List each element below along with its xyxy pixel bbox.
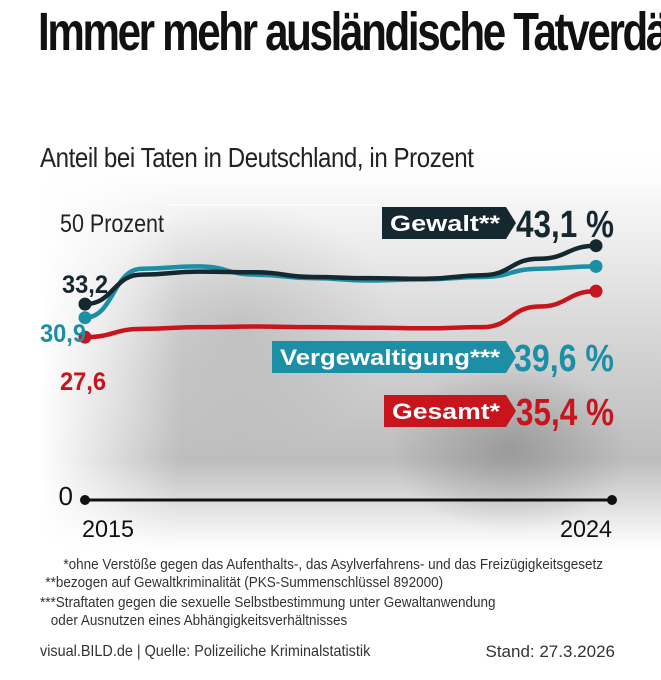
y-tick-label-50: 50 Prozent bbox=[60, 210, 164, 238]
end-value-vergewaltigung: 39,6 % bbox=[514, 338, 614, 380]
footnote-gesamt: *ohne Verstöße gegen das Aufenthalts-, d… bbox=[63, 556, 603, 573]
series-start-dot-vergewaltigung bbox=[78, 311, 92, 325]
legend-label-gesamt: Gesamt* bbox=[392, 399, 501, 424]
background-photo bbox=[40, 148, 661, 548]
x-axis-start-dot bbox=[80, 495, 90, 505]
footnotes: *ohne Verstöße gegen das Aufenthalts-, d… bbox=[40, 556, 603, 630]
start-label-gesamt: 27,6 bbox=[60, 368, 106, 396]
series-end-dot-gesamt bbox=[589, 284, 603, 298]
series-line-gesamt bbox=[82, 288, 599, 340]
series-end-dot-gewalt bbox=[589, 239, 603, 253]
footnote-vergewaltigung: ***Straftaten gegen die sexuelle Selbstb… bbox=[40, 594, 496, 611]
chart-subtitle: Anteil bei Taten in Deutschland, in Proz… bbox=[40, 142, 474, 173]
footnote-vergewaltigung-cont: oder Ausnutzen eines Abhängigkeitsverhäl… bbox=[50, 612, 348, 629]
y-tick-label-0: 0 bbox=[59, 481, 73, 511]
legend-label-gewalt: Gewalt** bbox=[390, 211, 501, 236]
series-end-dot-vergewaltigung bbox=[589, 259, 603, 273]
legend-tag-gewalt bbox=[382, 207, 516, 239]
start-label-vergewaltigung: 30,9 bbox=[40, 320, 86, 348]
title-text: Immer mehr ausländische Tatverdächtige bbox=[38, 2, 661, 62]
x-tick-label-2024: 2024 bbox=[560, 516, 612, 543]
series-start-dot-gesamt bbox=[78, 330, 92, 344]
legend-label-vergewaltigung: Vergewaltigung*** bbox=[280, 345, 500, 370]
page-title: Immer mehr ausländische Tatverdächtige bbox=[38, 2, 661, 62]
legend-tag-vergewaltigung bbox=[272, 341, 516, 373]
source-line: visual.BILD.de | Quelle: Polizeiliche Kr… bbox=[40, 643, 371, 660]
stand-date: Stand: 27.3.2026 bbox=[485, 642, 615, 661]
end-value-gewalt: 43,1 % bbox=[516, 204, 614, 246]
footnote-gewalt: **bezogen auf Gewaltkriminalität (PKS-Su… bbox=[45, 574, 444, 591]
start-label-gewalt: 33,2 bbox=[62, 271, 108, 299]
footer: visual.BILD.de | Quelle: Polizeiliche Kr… bbox=[40, 642, 615, 667]
legend-tag-gesamt bbox=[384, 395, 516, 427]
x-tick-label-2015: 2015 bbox=[82, 516, 134, 543]
end-value-gesamt: 35,4 % bbox=[516, 392, 614, 434]
x-axis-end-dot bbox=[607, 495, 617, 505]
series-start-dot-gewalt bbox=[78, 297, 92, 311]
series-line-gewalt bbox=[82, 243, 599, 307]
